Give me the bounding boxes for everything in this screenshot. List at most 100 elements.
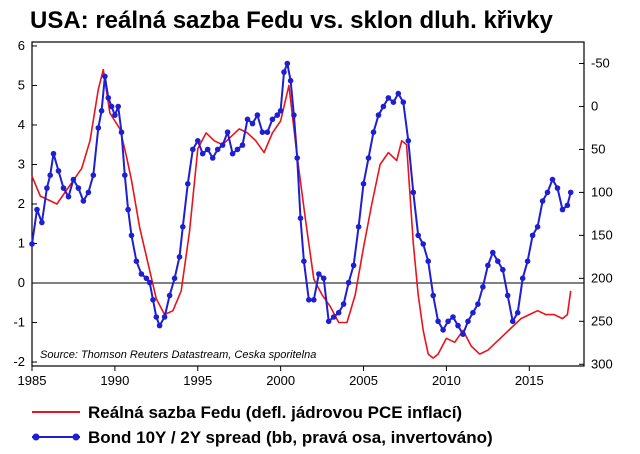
y-left-tick-label: 1	[18, 236, 25, 251]
series-line-bond-spread	[31, 62, 572, 336]
y-left-tick-label: -2	[13, 354, 25, 369]
data-point	[320, 275, 327, 282]
data-point	[171, 275, 178, 282]
legend-label-blue: Bond 10Y / 2Y spread (bb, pravá osa, inv…	[88, 428, 493, 447]
data-point	[465, 318, 471, 325]
data-point	[102, 73, 108, 80]
data-point	[400, 99, 407, 105]
legend-label-red: Reálná sazba Fedu (defl. jádrovou PCE in…	[88, 403, 462, 422]
data-point	[176, 254, 183, 260]
data-point	[504, 292, 511, 299]
data-point	[291, 112, 297, 118]
data-point	[85, 189, 92, 196]
y-right-tick-label: 0	[591, 98, 598, 113]
data-point	[554, 185, 561, 191]
x-tick-label: 1995	[183, 373, 212, 388]
y-left-tick-label: 3	[18, 156, 25, 171]
data-point	[475, 301, 481, 307]
data-point	[564, 202, 571, 209]
data-point	[519, 275, 526, 282]
data-point	[340, 301, 347, 307]
data-point	[70, 176, 77, 183]
data-point	[311, 297, 317, 303]
y-right-tick-label: 200	[591, 270, 613, 285]
data-point	[284, 60, 291, 67]
data-point	[509, 318, 516, 325]
data-point	[385, 95, 392, 101]
data-point	[146, 279, 153, 286]
data-point	[450, 314, 456, 320]
data-point	[209, 155, 216, 161]
data-point	[219, 142, 226, 148]
y-right-tick-label: 150	[591, 227, 613, 242]
data-point	[375, 112, 382, 118]
data-point	[485, 262, 491, 269]
y-right-tick-label: 250	[591, 313, 613, 328]
data-point	[166, 292, 173, 299]
data-point	[229, 150, 236, 157]
data-point	[95, 125, 102, 131]
data-point	[128, 232, 135, 239]
data-point	[274, 112, 281, 118]
data-point	[330, 314, 337, 320]
data-point	[143, 275, 150, 282]
x-tick-label: 2010	[432, 373, 461, 388]
data-point	[50, 150, 57, 157]
data-point	[180, 224, 186, 230]
legend-marker-blue	[32, 433, 40, 441]
data-point	[490, 249, 496, 256]
data-point	[199, 150, 206, 157]
data-point	[420, 241, 427, 247]
data-point	[425, 258, 432, 265]
legend-marker-blue	[72, 433, 80, 441]
x-tick-label: 1990	[100, 373, 129, 388]
data-point	[90, 172, 97, 178]
data-point	[534, 224, 541, 230]
data-point	[133, 258, 140, 265]
data-point	[306, 297, 312, 303]
data-point	[460, 331, 466, 338]
data-point	[185, 181, 191, 187]
y-left-tick-label: -1	[13, 315, 25, 330]
data-point	[335, 309, 342, 316]
data-point	[435, 318, 441, 325]
y-right-tick-label: 50	[591, 141, 605, 156]
y-left-tick-label: 2	[18, 196, 25, 211]
plot-frame	[31, 41, 585, 367]
data-point	[544, 189, 551, 196]
data-point	[249, 120, 256, 127]
x-tick-label: 2015	[515, 373, 544, 388]
data-point	[156, 322, 163, 329]
data-point	[405, 138, 412, 144]
data-point	[514, 309, 521, 316]
data-point	[316, 271, 322, 277]
data-point	[390, 99, 397, 105]
data-point	[125, 206, 131, 213]
data-point	[301, 258, 307, 265]
data-point	[500, 266, 506, 273]
data-point	[539, 198, 546, 204]
data-point	[264, 129, 271, 135]
data-point	[281, 69, 287, 75]
data-point	[55, 168, 62, 174]
data-point	[297, 215, 304, 221]
x-tick-label: 1985	[18, 373, 47, 388]
data-point	[294, 155, 301, 161]
data-point	[370, 129, 377, 135]
x-tick-label: 2000	[266, 373, 295, 388]
y-axis-right: -50 0 50 100 150 200 250 300	[579, 55, 613, 371]
data-point	[410, 189, 417, 196]
data-point	[60, 185, 67, 191]
data-point	[108, 103, 115, 110]
data-point	[224, 129, 231, 135]
data-point	[355, 224, 362, 230]
data-point	[234, 146, 241, 153]
data-point	[529, 232, 536, 239]
series-bond-spread	[29, 60, 574, 338]
y-right-tick-label: 300	[591, 356, 613, 371]
data-point	[244, 116, 251, 123]
data-point	[549, 176, 556, 183]
chart-source: Source: Thomson Reuters Datastream, Cesk…	[40, 349, 316, 361]
data-point	[480, 284, 486, 290]
data-point	[214, 146, 221, 153]
